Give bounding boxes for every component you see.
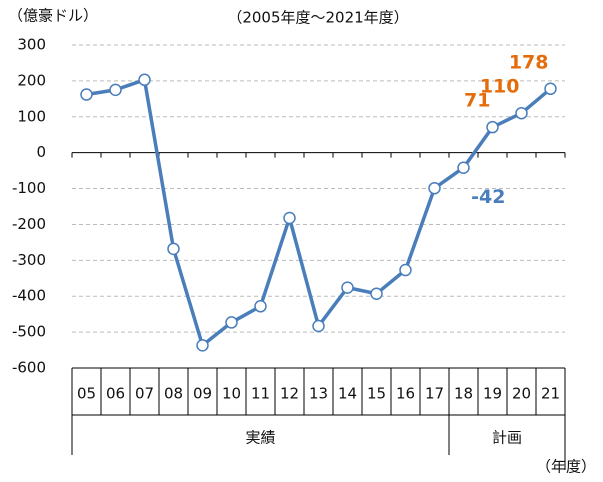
x-tick-label: 13 (309, 385, 328, 403)
marker (196, 339, 209, 352)
x-tick-label: 07 (135, 385, 154, 403)
y-tick-label: 0 (36, 143, 46, 161)
y-tick-label: -100 (12, 179, 46, 197)
x-tick-label: 19 (483, 385, 502, 403)
y-tick-label: 200 (17, 71, 46, 89)
value-label: -42 (471, 186, 505, 208)
x-tick-label: 09 (193, 385, 212, 403)
marker (167, 242, 180, 256)
y-tick-label: -600 (12, 359, 46, 377)
y-tick-label: -500 (12, 323, 46, 341)
marker (283, 211, 296, 225)
marker (544, 82, 557, 96)
marker (399, 263, 412, 277)
x-tick-label: 11 (251, 385, 270, 403)
y-tick-label: -300 (12, 251, 46, 269)
y-axis-label: （億豪ドル） (8, 7, 98, 25)
y-tick-label: -200 (12, 215, 46, 233)
value-label: 110 (480, 76, 520, 98)
x-tick-label: 14 (338, 385, 357, 403)
x-tick-label: 06 (106, 385, 125, 403)
y-tick-label: -400 (12, 287, 46, 305)
x-tick-label: 10 (222, 385, 241, 403)
value-label: 71 (464, 90, 490, 112)
x-tick-label: 17 (425, 385, 444, 403)
x-tick-label: 16 (396, 385, 415, 403)
subtitle: （2005年度～2021年度） (227, 9, 408, 27)
x-tick-label: 20 (512, 385, 531, 403)
marker (80, 88, 93, 101)
marker (486, 120, 499, 134)
x-tick-label: 05 (77, 385, 96, 403)
marker (341, 281, 354, 294)
marker (225, 316, 238, 329)
x-tick-label: 12 (280, 385, 299, 403)
marker (370, 287, 383, 300)
line (86, 78, 552, 348)
marker (428, 181, 441, 195)
x-tick-label: 08 (164, 385, 183, 403)
marker (515, 106, 528, 120)
x-tick-label: 21 (541, 385, 560, 403)
marker (109, 83, 122, 97)
y-tick-label: 100 (17, 107, 46, 125)
x-axis-label: （年度） (536, 458, 596, 476)
x-tick-label: 15 (367, 385, 386, 403)
value-label: 178 (509, 51, 549, 73)
group-label: 実績 (245, 429, 275, 447)
group-label: 計画 (492, 429, 522, 447)
marker (254, 300, 267, 313)
marker (138, 73, 151, 87)
marker (312, 319, 325, 333)
y-tick-label: 300 (17, 36, 46, 54)
x-tick-label: 18 (454, 385, 473, 403)
marker (457, 161, 470, 174)
